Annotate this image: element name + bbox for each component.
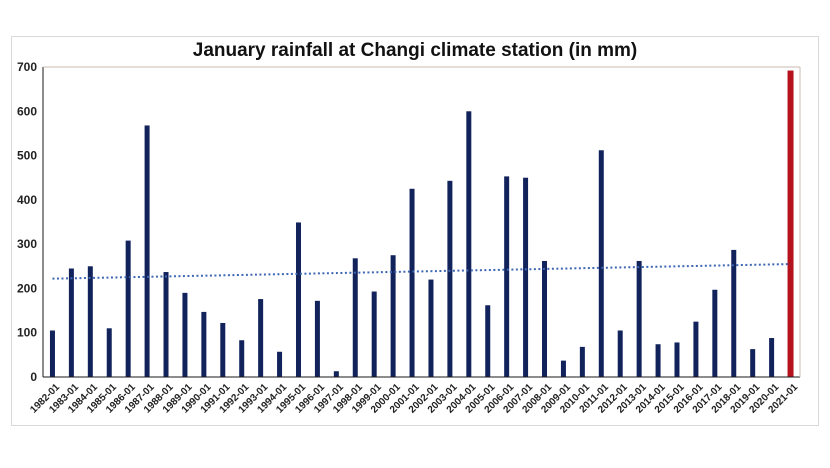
bar-highlight <box>787 70 794 378</box>
bar <box>220 322 226 377</box>
bar <box>769 338 775 377</box>
bars <box>49 70 794 378</box>
bar <box>258 299 264 377</box>
axes <box>42 66 801 378</box>
bar <box>277 351 283 377</box>
bar <box>447 180 453 377</box>
bar <box>674 342 680 377</box>
trendline <box>52 263 791 280</box>
y-tick-label: 0 <box>30 370 37 384</box>
bar <box>636 260 642 377</box>
bar <box>144 125 150 377</box>
bar <box>182 292 188 377</box>
bar <box>466 111 472 378</box>
bar <box>617 330 623 377</box>
bar <box>579 346 585 377</box>
y-tick-label: 700 <box>17 60 37 74</box>
y-tick-label: 200 <box>17 281 37 295</box>
y-tick-label: 100 <box>17 326 37 340</box>
bar <box>87 266 93 377</box>
bar <box>560 360 566 377</box>
bar <box>49 330 55 377</box>
bar <box>731 249 737 377</box>
chart-title: January rainfall at Changi climate stati… <box>192 40 638 61</box>
bar <box>333 371 339 377</box>
y-tick-label: 300 <box>17 237 37 251</box>
bar <box>390 255 396 377</box>
bar <box>314 300 320 377</box>
bar <box>504 176 510 377</box>
bar <box>485 305 491 377</box>
bar <box>68 268 74 377</box>
bar <box>125 240 131 377</box>
bar <box>712 289 718 377</box>
bar <box>163 272 169 377</box>
bar <box>371 291 377 377</box>
bar <box>523 177 529 377</box>
bar <box>239 340 245 377</box>
bar <box>655 344 661 377</box>
bar <box>201 311 207 377</box>
y-tick-label: 600 <box>17 104 37 118</box>
bar <box>750 349 756 377</box>
bar <box>409 188 415 377</box>
x-axis-ticks: 1982-011983-011984-011985-011986-011987-… <box>28 382 800 416</box>
bar <box>598 150 604 377</box>
y-axis-ticks: 0 100 200 300 400 500 600 700 <box>17 60 37 384</box>
bar <box>295 222 301 377</box>
bar <box>542 260 548 377</box>
trendline-group <box>52 263 791 280</box>
bar <box>106 328 112 377</box>
bar <box>693 321 699 377</box>
bar <box>428 279 434 377</box>
y-tick-label: 500 <box>17 149 37 163</box>
bar <box>352 258 358 377</box>
y-tick-label: 400 <box>17 193 37 207</box>
